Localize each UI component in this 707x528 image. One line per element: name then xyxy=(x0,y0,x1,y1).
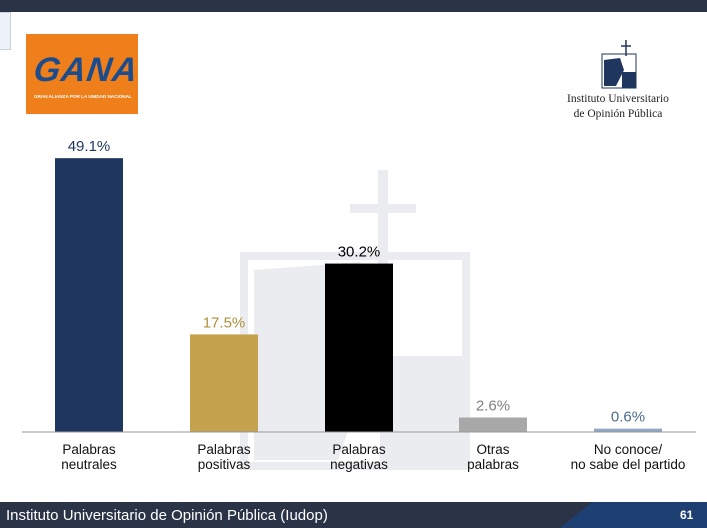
category-label-4-0: No conoce/ xyxy=(594,442,663,457)
footer-text: Instituto Universitario de Opinión Públi… xyxy=(6,507,328,524)
footer: Instituto Universitario de Opinión Públi… xyxy=(0,502,707,528)
value-label-0: 49.1% xyxy=(68,138,111,155)
institute-name-line1: Instituto Universitario xyxy=(567,93,669,105)
category-label-0-1: neutrales xyxy=(61,457,117,472)
bar-1 xyxy=(190,334,258,432)
category-label-3-0: Otras xyxy=(476,442,509,457)
corner-tab xyxy=(0,12,11,50)
category-label-1-0: Palabras xyxy=(197,442,251,457)
value-label-4: 0.6% xyxy=(611,409,645,426)
gana-logo-text: GANA xyxy=(31,51,141,89)
bar-0 xyxy=(55,158,123,432)
value-label-3: 2.6% xyxy=(476,398,510,415)
institute-logo-icon xyxy=(601,40,637,89)
bar-4 xyxy=(594,428,662,432)
category-label-0-0: Palabras xyxy=(62,442,116,457)
institute-name-line2: de Opinión Pública xyxy=(573,108,663,120)
category-label-3-1: palabras xyxy=(467,457,519,472)
bar-chart: 49.1%Palabrasneutrales17.5%Palabrasposit… xyxy=(22,138,696,472)
category-label-2-1: negativas xyxy=(330,457,388,472)
category-label-1-1: positivas xyxy=(198,457,251,472)
top-bar xyxy=(0,0,707,12)
value-label-1: 17.5% xyxy=(203,314,246,331)
gana-logo-tagline: GRAN ALIANZA POR LA UNIDAD NACIONAL xyxy=(34,94,132,99)
value-label-2: 30.2% xyxy=(338,244,381,261)
institute-name: Instituto Universitario de Opinión Públi… xyxy=(545,92,691,122)
bars-group: 49.1%Palabrasneutrales17.5%Palabrasposit… xyxy=(55,138,685,472)
category-label-4-1: no sabe del partido xyxy=(571,457,686,472)
page-number: 61 xyxy=(680,508,694,522)
gana-logo: GANA GRAN ALIANZA POR LA UNIDAD NACIONAL xyxy=(26,34,141,114)
category-label-2-0: Palabras xyxy=(332,442,386,457)
bar-3 xyxy=(459,417,527,432)
bar-2 xyxy=(325,263,393,432)
